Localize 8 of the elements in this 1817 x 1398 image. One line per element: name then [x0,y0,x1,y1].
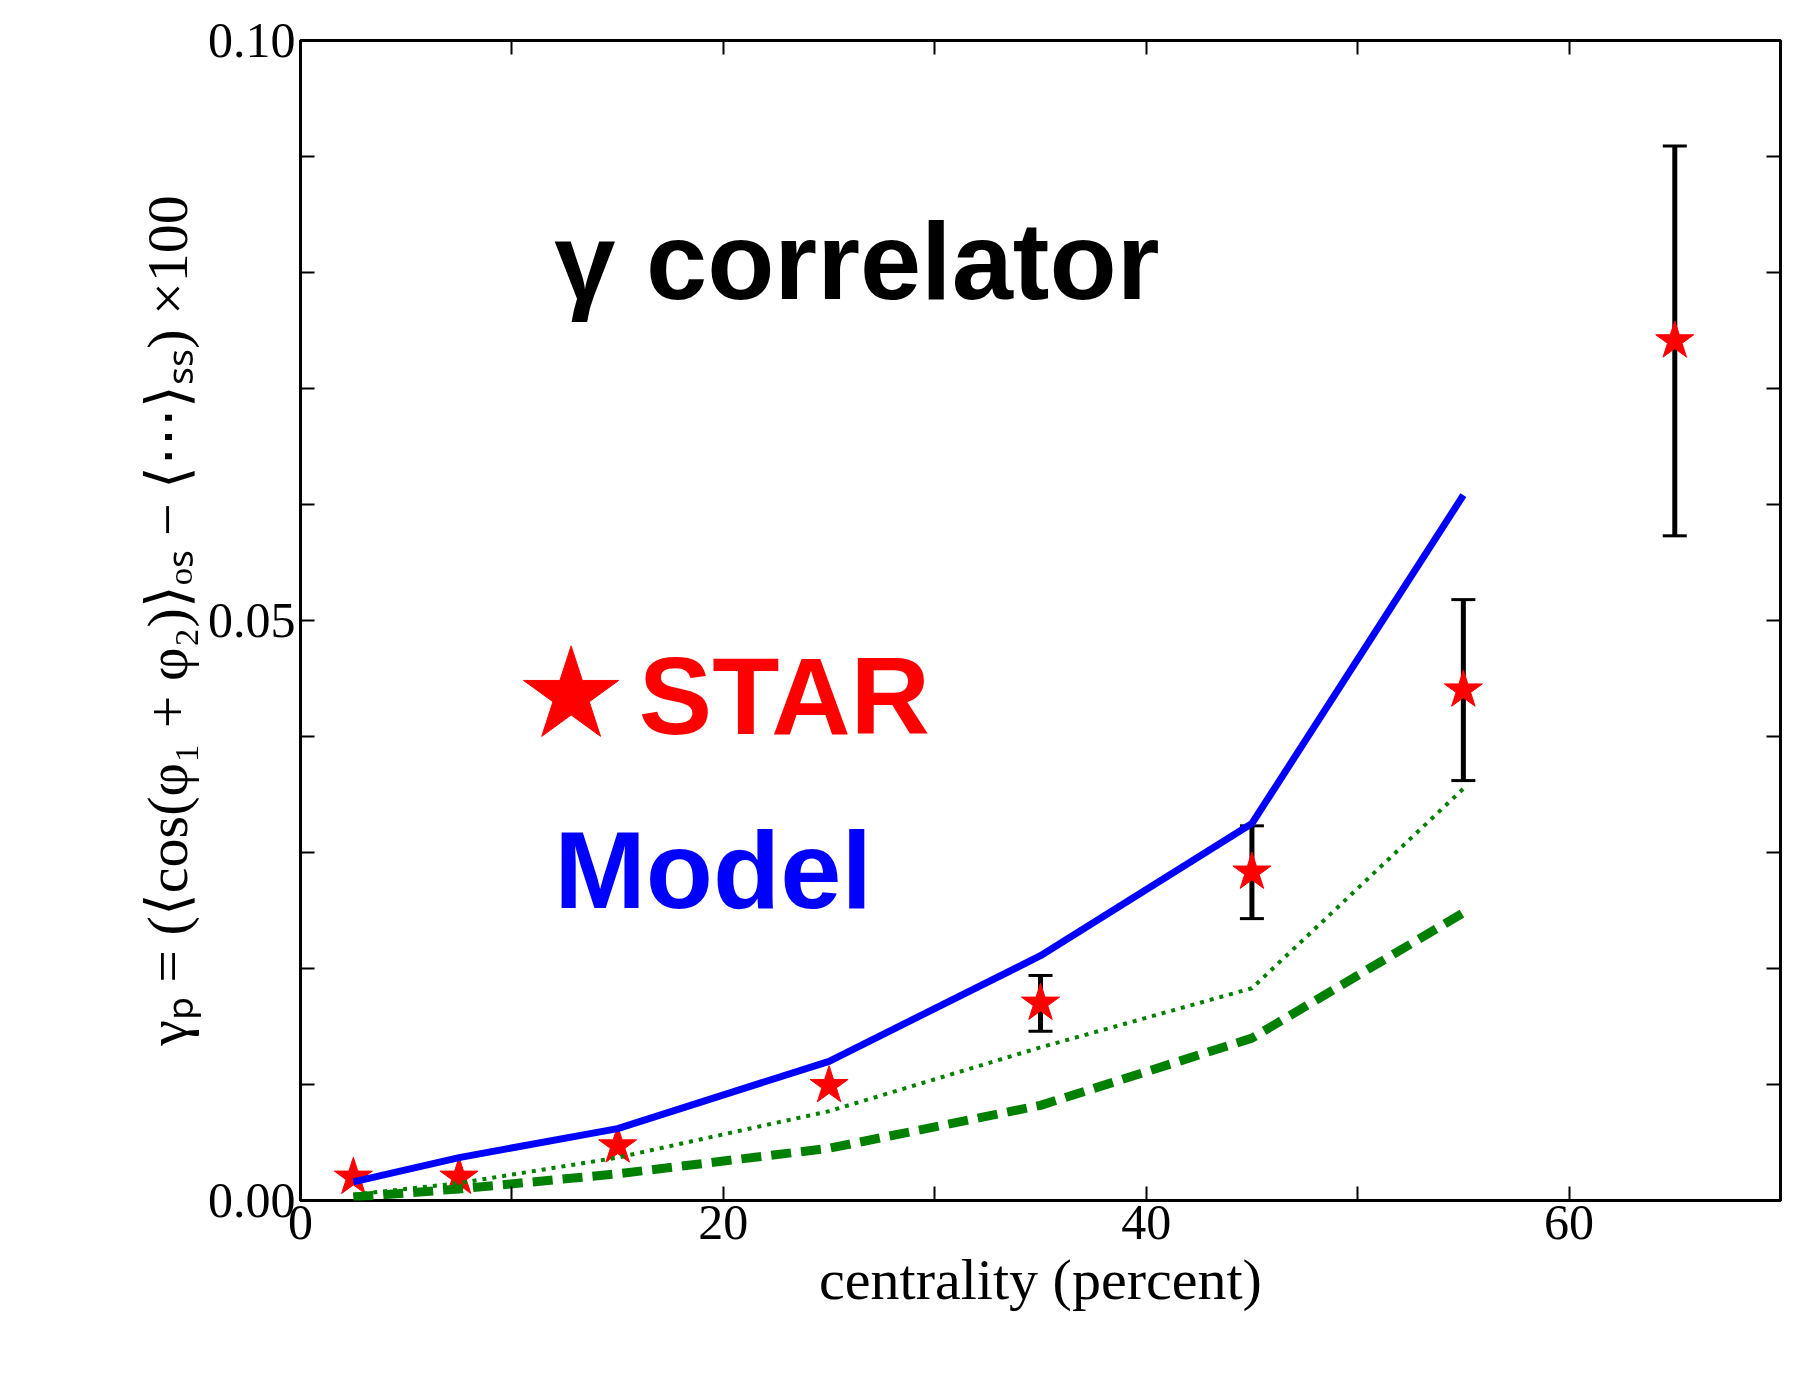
y-axis-title: γₚ = (⟨cos(φ₁ + φ₂)⟩ₒₛ − ⟨⋯⟩ₛₛ) ×100 [135,195,201,1047]
y-tick-label: 0.05 [208,592,296,648]
annotation: γ correlator [554,199,1160,323]
x-tick-label: 20 [698,1193,749,1250]
legend-label: STAR [638,634,931,758]
series-label: Model [554,808,872,932]
y-tick-label: 0.10 [208,12,296,68]
x-tick-label: 60 [1544,1193,1595,1250]
